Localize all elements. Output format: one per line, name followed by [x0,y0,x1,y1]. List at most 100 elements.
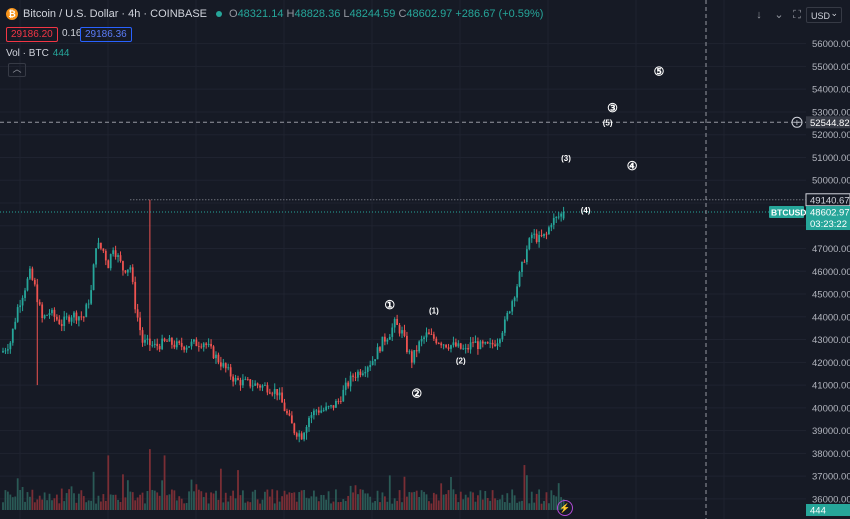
volume-bar [511,489,514,510]
plus-circle-icon [791,116,803,128]
wave-label: (5) [603,119,613,128]
volume-bar [117,499,119,510]
volume-bar [134,500,137,510]
volume-bar [229,495,232,510]
candle-body [212,346,215,359]
volume-bar [447,490,450,510]
candle-body [398,324,401,334]
volume-bar [2,502,4,510]
candle-body [21,297,24,306]
volume-bar [552,495,555,510]
wave-label: ① [384,298,395,312]
candle-body [234,378,237,382]
volume-bar [283,490,286,510]
volume-bar [472,492,474,510]
currency-select[interactable]: USD [806,5,842,23]
candle-body [278,392,281,396]
symbol-title[interactable]: Bitcoin / U.S. Dollar · 4h · COINBASE [23,8,207,20]
volume-bar [494,498,496,510]
candle-body [273,389,276,394]
chevron-down-icon[interactable]: ⌄ [774,9,784,21]
candle-body [173,344,176,348]
candle-body [175,341,178,348]
candle-body [268,392,271,394]
volume-bar [295,501,298,510]
price-tick-label: 39000.00 [812,426,850,437]
candle-body [80,316,83,318]
buy-button[interactable]: 29186.36 [80,27,132,42]
candle-body [474,341,477,343]
volume-bar [354,485,357,510]
price-tick-label: 42000.00 [812,358,850,369]
candle-body [330,405,332,407]
volume-bar [77,493,80,510]
volume-bar [163,455,166,510]
volume-bar [317,501,320,510]
candle-body [36,284,39,303]
volume-bar [523,465,526,510]
candle-body [337,400,340,402]
volume-bar [158,495,161,510]
sell-button[interactable]: 29186.20 [6,27,58,42]
candle-body [146,338,149,340]
volume-bar [430,503,433,510]
candle-body [562,212,565,219]
candle-body [131,267,134,282]
volume-bar [467,497,470,510]
candle-body [317,410,320,413]
candle-body [237,378,239,380]
candle-body [415,350,418,352]
fullscreen-icon[interactable]: ⛶ [793,9,801,21]
volume-bar [408,492,411,510]
volume-bar [452,489,455,510]
volume-bar [288,492,291,510]
volume-bar [322,495,325,510]
volume-bar [212,493,215,510]
volume-bar [197,489,200,510]
volume-bar [479,490,482,510]
candle-body [342,389,345,402]
volume-bar [420,490,423,510]
candle-body [391,327,394,337]
candle-body [31,268,34,280]
symbol-tag [769,206,804,219]
volume-bar [38,495,41,510]
lightning-icon[interactable]: ⚡ [557,500,573,516]
volume-bar [501,494,504,510]
volume-bar [418,496,421,510]
candle-body [374,359,376,362]
candle-body [423,337,425,339]
volume-bar [244,502,247,510]
candle-body [215,354,217,359]
candle-body [249,379,252,387]
volume-axis-tag [806,504,850,516]
volume-bar [474,501,477,510]
volume-bar [148,449,151,510]
candle-body [144,339,146,343]
collapse-icon[interactable]: ︿ [8,63,26,77]
volume-bar [312,490,315,510]
candle-body [29,268,31,279]
candle-body [112,250,115,255]
candle-body [222,363,225,367]
candle-body [386,339,389,342]
volume-bar [445,494,447,510]
high-price-label: 49140.67 [810,195,850,206]
volume-bar [65,493,68,510]
volume-legend: Vol · BTC 444 [6,48,70,59]
volume-bar [33,502,36,510]
candle-body [65,316,68,318]
volume-bar [437,500,440,510]
candle-body [266,385,269,393]
candle-body [134,281,137,310]
candle-body [271,393,274,395]
download-icon[interactable]: ↓ [756,9,762,21]
volume-bar [530,491,533,510]
volume-bar [60,488,63,510]
price-tick-label: 38000.00 [812,449,850,460]
candle-body [14,321,17,329]
volume-bar [310,496,313,510]
volume-bar [388,475,391,510]
candle-body [315,410,318,412]
